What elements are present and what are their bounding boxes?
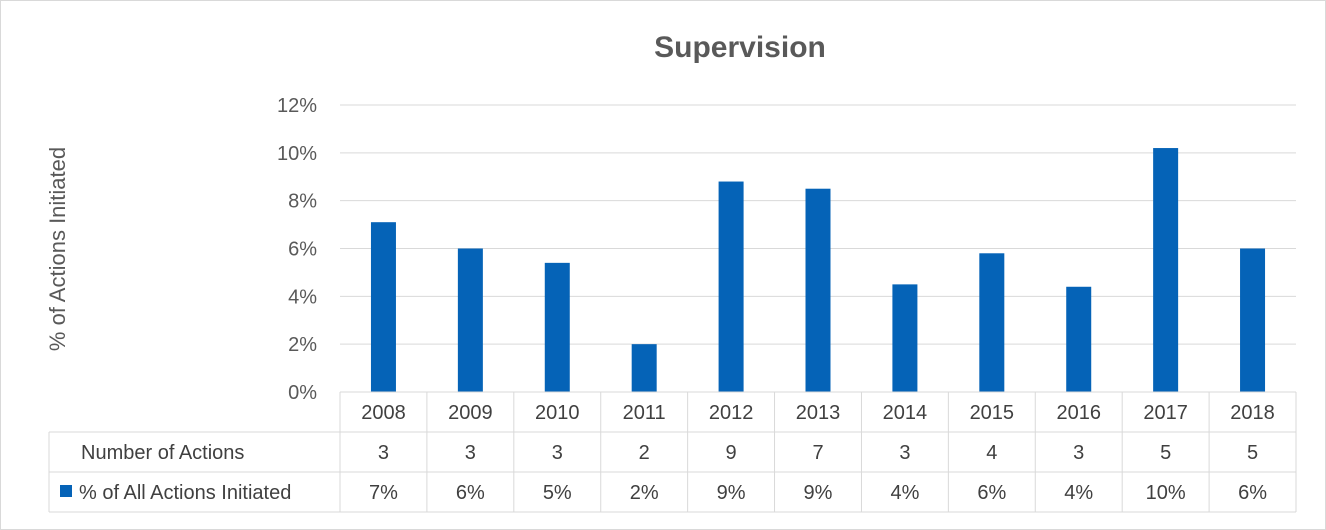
x-tick-label: 2012 [709,402,754,424]
table-cell: 9% [717,482,746,504]
bar [457,248,483,392]
y-axis-ticks: 0% 2% 4% 6% 8% 10% 12% [277,95,317,404]
bar [544,262,570,392]
y-tick-label: 8% [288,191,317,213]
table-cell: 2 [639,442,650,464]
bar [370,222,396,392]
y-tick-label: 12% [277,95,317,117]
bar [718,181,744,392]
table-cell: 4% [890,482,919,504]
table-cell: 7% [369,482,398,504]
table-cell: 4% [1064,482,1093,504]
data-table: 2008 2009 2010 2011 2012 2013 2014 2015 2016 2017… [48,391,1297,513]
bar [805,188,831,392]
x-tick-label: 2011 [623,402,666,424]
table-cell: 3 [899,442,910,464]
x-tick-label: 2017 [1143,402,1188,424]
bar [1153,148,1179,392]
y-axis-label: % of Actions Initiated [45,147,70,351]
bar [1066,286,1092,392]
table-cell: 4 [986,442,997,464]
table-cell: 3 [378,442,389,464]
table-cell: 5 [1247,442,1258,464]
bar [979,253,1005,392]
x-tick-label: 2009 [448,402,493,424]
x-tick-label: 2016 [1056,402,1101,424]
x-tick-label: 2013 [796,402,841,424]
legend-key [60,485,72,497]
y-tick-label: 6% [288,239,317,261]
table-cell: 6% [456,482,485,504]
table-cell: 5% [543,482,572,504]
table-cell: 7 [812,442,823,464]
x-tick-label: 2008 [361,402,406,424]
table-cell: 3 [552,442,563,464]
table-cell: 5 [1160,442,1171,464]
chart-title: Supervision [654,31,826,64]
table-cell: 2% [630,482,659,504]
table-cell: 9 [726,442,737,464]
bar [1240,248,1266,392]
table-cell: 3 [465,442,476,464]
y-tick-label: 0% [288,382,317,404]
y-tick-label: 10% [277,143,317,165]
x-tick-label: 2015 [970,402,1015,424]
x-tick-label: 2018 [1230,402,1275,424]
table-row-label: Number of Actions [81,442,244,464]
bars [370,148,1266,392]
x-tick-label: 2014 [883,402,928,424]
y-tick-label: 4% [288,286,317,308]
table-cell: 6% [977,482,1006,504]
table-row-label: % of All Actions Initiated [79,482,291,504]
bar [631,344,657,392]
table-cell: 3 [1073,442,1084,464]
table-cell: 9% [804,482,833,504]
bar [892,284,918,392]
x-tick-label: 2010 [535,402,580,424]
table-cell: 6% [1238,482,1267,504]
y-tick-label: 2% [288,334,317,356]
table-cell: 10% [1146,482,1186,504]
